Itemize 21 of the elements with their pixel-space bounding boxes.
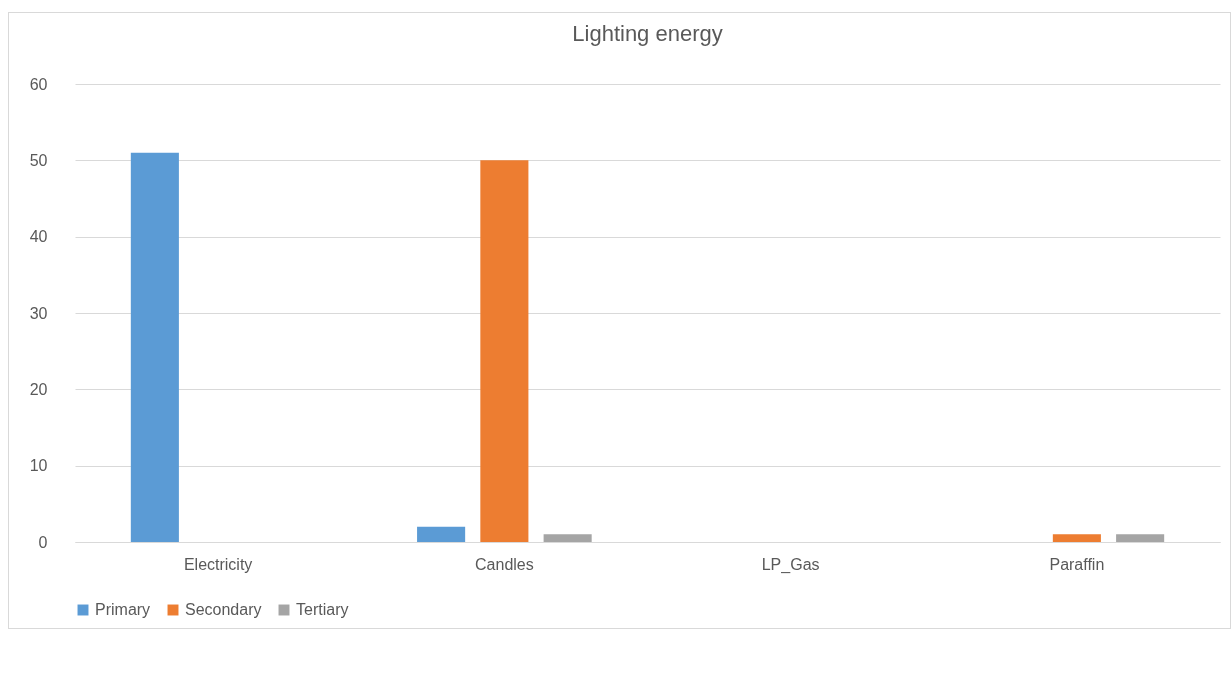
y-tick-label: 40	[29, 228, 48, 246]
chart-title: Lighting energy	[572, 21, 723, 46]
legend-label: Tertiary	[296, 601, 349, 618]
y-tick-label: 60	[29, 75, 48, 93]
x-tick-label: Paraffin	[1049, 555, 1105, 573]
bar	[1052, 534, 1101, 542]
bar	[480, 160, 529, 542]
y-tick-label: 30	[29, 304, 48, 322]
y-tick-label: 50	[29, 151, 48, 169]
y-tick-label: 0	[38, 533, 48, 551]
x-tick-label: LP_Gas	[761, 555, 820, 574]
y-tick-label: 10	[29, 457, 48, 475]
bar	[1116, 534, 1165, 542]
bar	[130, 152, 179, 542]
bar	[543, 534, 592, 542]
x-tick-label: Candles	[475, 555, 534, 573]
legend-label: Primary	[95, 601, 151, 618]
bar	[417, 526, 466, 542]
legend-label: Secondary	[185, 601, 262, 618]
y-tick-label: 20	[29, 380, 48, 398]
x-tick-label: Electricity	[183, 555, 253, 573]
